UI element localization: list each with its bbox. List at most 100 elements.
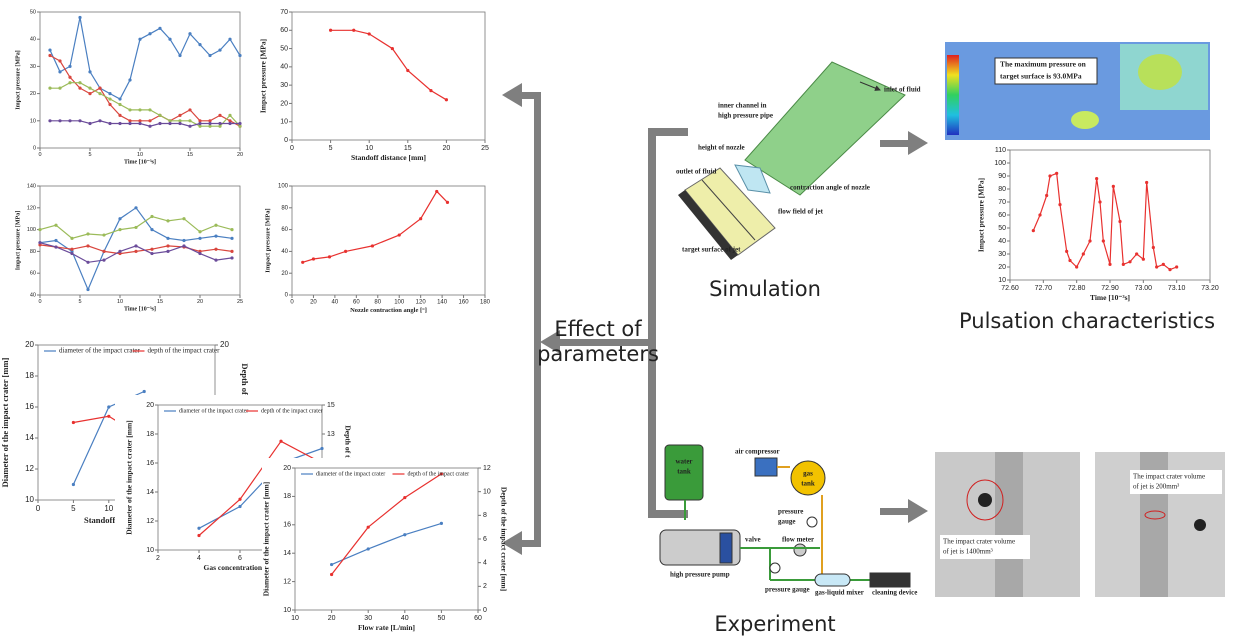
x-tick-label: 10 <box>365 145 373 152</box>
legend-label: depth of the impact crater <box>148 347 221 355</box>
x-tick-label: 10 <box>137 152 143 158</box>
data-point <box>70 237 73 240</box>
data-point <box>48 48 51 51</box>
data-point <box>102 233 105 236</box>
data-point <box>78 81 81 84</box>
exp-label: gas-liquid mixer <box>815 589 864 597</box>
data-point <box>166 250 169 253</box>
data-point <box>158 27 161 30</box>
data-point <box>1055 172 1058 175</box>
data-point <box>38 228 41 231</box>
photo-note: The impact crater volume <box>1133 473 1205 481</box>
data-point <box>118 228 121 231</box>
x-tick-label: 5 <box>329 145 333 152</box>
x-tick-label: 140 <box>437 300 448 306</box>
data-point <box>1065 250 1068 253</box>
data-point <box>429 89 432 92</box>
data-point <box>138 122 141 125</box>
data-point <box>1032 229 1035 232</box>
y-tick-label: 70 <box>280 9 288 16</box>
data-point <box>98 87 101 90</box>
y-tick-label: 20 <box>280 100 288 107</box>
data-point <box>218 122 221 125</box>
y-tick-label: 20 <box>281 271 288 277</box>
y-tick-label: 100 <box>994 160 1006 167</box>
x-axis-label: Time [10⁻³s] <box>124 160 156 166</box>
data-point <box>88 87 91 90</box>
x-tick-label: 72.90 <box>1101 285 1119 292</box>
data-point <box>228 38 231 41</box>
data-point <box>150 228 153 231</box>
simulation-title: Simulation <box>709 277 821 301</box>
data-point <box>1038 213 1041 216</box>
y-tick-label: 10 <box>25 495 34 504</box>
data-point <box>168 122 171 125</box>
y-tick-label: 50 <box>998 225 1006 232</box>
x-tick-label: 100 <box>394 300 405 306</box>
data-point <box>301 261 304 264</box>
y-tick-label: 100 <box>27 227 36 233</box>
x-axis-label: Time [10⁻³s] <box>124 307 156 313</box>
x-tick-label: 2 <box>156 555 160 562</box>
exp-label: pressure gauge <box>765 586 810 594</box>
y-axis-label: Diameter of the impact crater [mm] <box>125 420 134 534</box>
effect-label: parameters <box>537 342 659 366</box>
data-point <box>198 252 201 255</box>
data-point <box>320 447 323 450</box>
x-tick-label: 180 <box>480 300 491 306</box>
data-point <box>166 219 169 222</box>
data-point <box>1145 181 1148 184</box>
y2-tick-label: 12 <box>483 465 491 472</box>
x-tick-label: 72.80 <box>1068 285 1086 292</box>
x-tick-label: 10 <box>291 615 299 622</box>
photo-note: of jet is 200mm³ <box>1133 483 1179 491</box>
x-tick-label: 5 <box>88 152 91 158</box>
y-tick-label: 16 <box>146 460 154 467</box>
data-point <box>54 245 57 248</box>
y-tick-label: 60 <box>280 27 288 34</box>
data-point <box>128 108 131 111</box>
data-point <box>188 119 191 122</box>
data-point <box>134 226 137 229</box>
y-tick-label: 70 <box>998 199 1006 206</box>
data-point <box>86 232 89 235</box>
x-tick-label: 72.70 <box>1035 285 1053 292</box>
data-point <box>166 237 169 240</box>
data-point <box>178 114 181 117</box>
data-point <box>182 239 185 242</box>
data-point <box>78 87 81 90</box>
x-tick-label: 25 <box>481 145 489 152</box>
data-point <box>1088 239 1091 242</box>
data-point <box>54 224 57 227</box>
data-point <box>330 563 333 566</box>
y-axis-label: Diameter of the impact crater [mm] <box>262 482 271 596</box>
y-tick-label: 60 <box>30 271 36 277</box>
data-point <box>228 122 231 125</box>
data-point <box>1098 200 1101 203</box>
data-point <box>86 288 89 291</box>
x-tick-label: 160 <box>459 300 470 306</box>
data-point <box>68 81 71 84</box>
data-point <box>108 92 111 95</box>
data-point <box>218 48 221 51</box>
y-axis-label: Diameter of the impact crater [mm] <box>0 357 10 487</box>
x-axis-label: Nozzle contraction angle [°] <box>350 307 427 314</box>
data-point <box>78 16 81 19</box>
y-tick-label: 90 <box>998 173 1006 180</box>
data-point <box>279 440 282 443</box>
legend-label: depth of the impact crater <box>261 407 323 414</box>
y-tick-label: 140 <box>27 183 36 189</box>
legend-label: depth of the impact crater <box>408 470 470 477</box>
x-tick-label: 73.20 <box>1201 285 1219 292</box>
data-point <box>1068 259 1071 262</box>
experiment-title: Experiment <box>714 612 835 636</box>
series-line <box>303 191 448 262</box>
y2-tick-label: 2 <box>483 583 487 590</box>
y-tick-label: 10 <box>280 119 288 126</box>
data-point <box>88 122 91 125</box>
data-point <box>88 92 91 95</box>
data-point <box>198 230 201 233</box>
experiment-schematic <box>660 445 910 587</box>
data-point <box>70 248 73 251</box>
data-point <box>208 122 211 125</box>
